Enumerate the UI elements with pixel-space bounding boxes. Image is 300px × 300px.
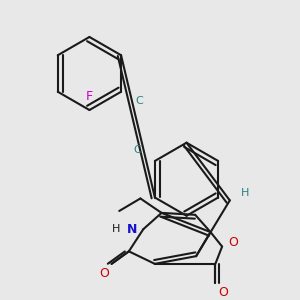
Text: F: F <box>86 90 93 103</box>
Text: C: C <box>135 96 143 106</box>
Text: H: H <box>112 224 121 234</box>
Text: O: O <box>218 286 228 299</box>
Text: H: H <box>241 188 249 198</box>
Text: O: O <box>99 267 109 280</box>
Text: C: C <box>133 146 141 155</box>
Text: O: O <box>229 236 238 249</box>
Text: N: N <box>127 223 137 236</box>
